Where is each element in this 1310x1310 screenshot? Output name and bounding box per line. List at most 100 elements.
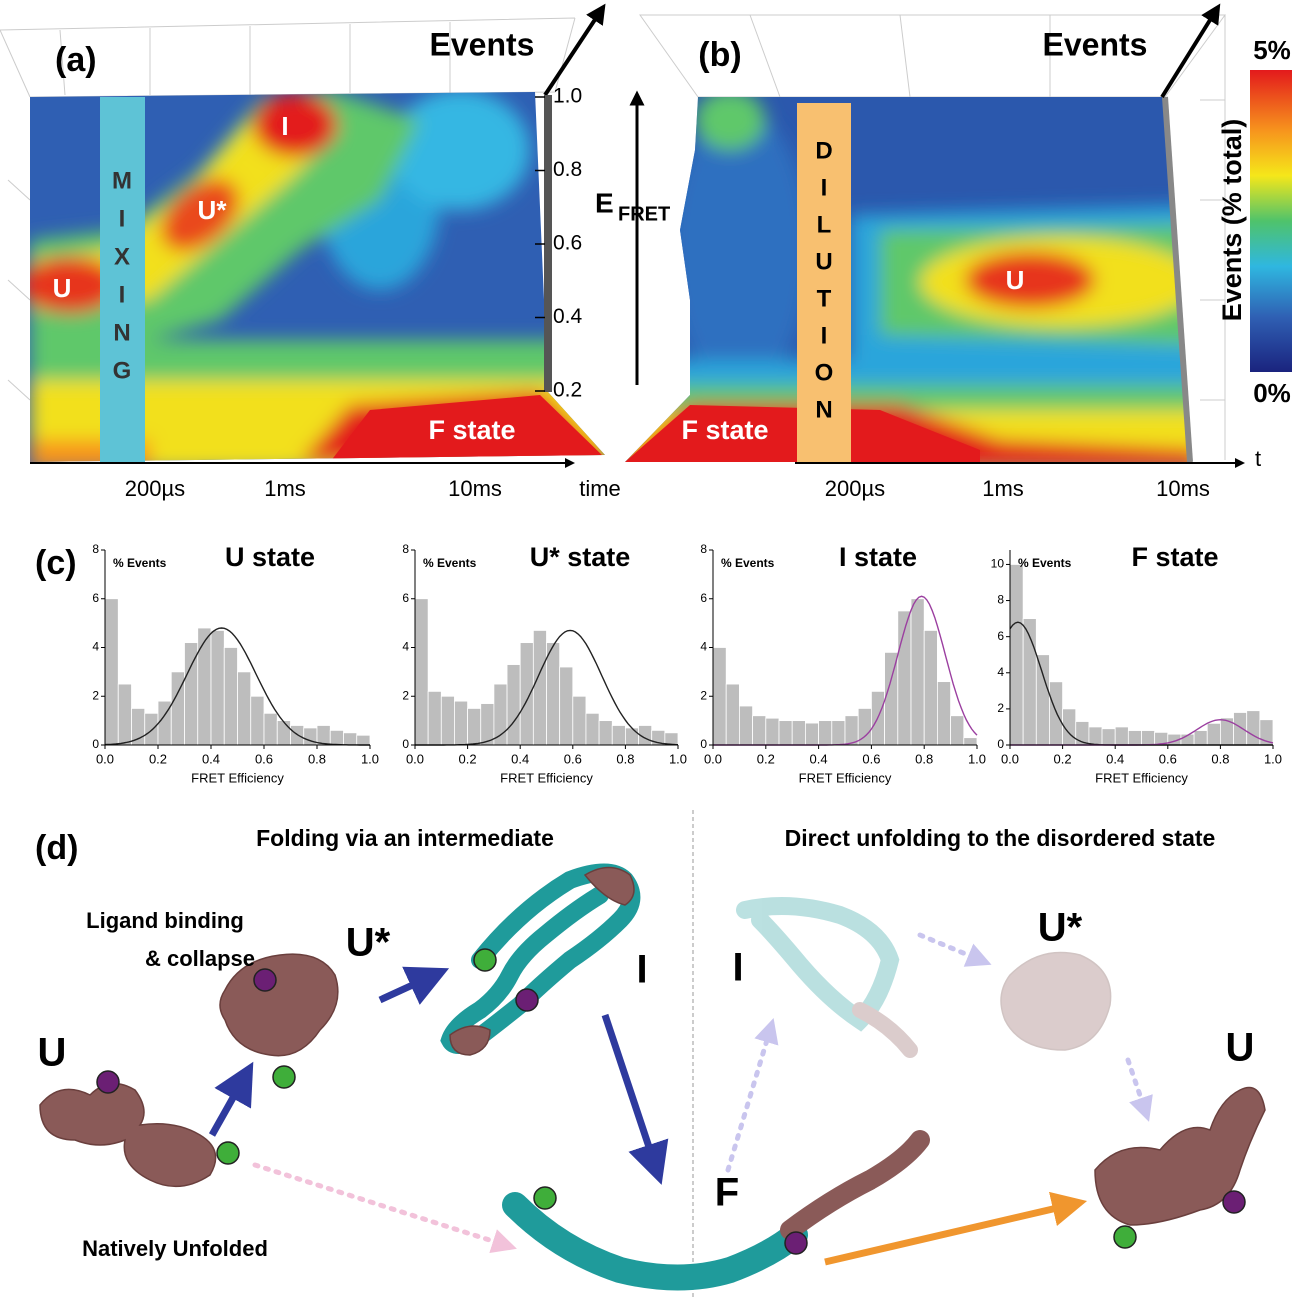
state-label: I: [281, 111, 288, 141]
events-arrow: [1160, 3, 1221, 99]
bar: [791, 720, 806, 746]
y-tick-label: 10: [991, 557, 1005, 571]
step-label: Ligand binding: [86, 908, 244, 933]
time-tick: 10ms: [1156, 476, 1210, 501]
state-label: U: [53, 273, 72, 303]
x-tick-label: 0.8: [1211, 751, 1229, 766]
y-tick-label: 2: [997, 701, 1004, 715]
bar: [765, 717, 780, 746]
bar: [1049, 681, 1063, 746]
bar: [963, 737, 978, 746]
bar: [598, 720, 613, 746]
chart-title: I state: [839, 542, 917, 572]
bar: [1088, 726, 1103, 746]
x-tick-label: 0.2: [149, 751, 167, 766]
bar: [104, 598, 119, 746]
bar: [440, 695, 455, 746]
state-label: F state: [681, 415, 768, 445]
x-tick-label: 0.6: [564, 751, 582, 766]
band-letter: D: [815, 137, 832, 164]
x-tick-label: 0.0: [406, 751, 424, 766]
fluorophores: [96, 948, 1246, 1255]
heatmap-a: [30, 92, 605, 462]
x-tick-label: 0.8: [616, 751, 634, 766]
bar: [910, 598, 925, 746]
state-label: I: [636, 948, 647, 992]
y-tick-label: 2: [92, 688, 99, 702]
y-axis-label: % Events: [113, 556, 167, 570]
band-letter: N: [815, 396, 832, 423]
y-tick-label: 8: [402, 542, 409, 556]
histograms: 0 2 4 6 8 0.0 0.2 0.4 0.6 0.8 1.0 FRET Efficiency % …: [92, 542, 1282, 785]
bar: [778, 720, 793, 746]
bar: [356, 734, 371, 746]
y-tick-label: 8: [92, 542, 99, 556]
colorbar-title: Events (% total): [1217, 119, 1247, 322]
x-axis-label: FRET Efficiency: [799, 770, 892, 785]
bar: [329, 729, 344, 746]
x-axis-label: FRET Efficiency: [1095, 770, 1188, 785]
bar: [237, 671, 252, 746]
scheme-title: Direct unfolding to the disordered state: [785, 825, 1216, 851]
tick-label: 0.2: [553, 379, 582, 402]
bar: [250, 695, 265, 746]
bar: [739, 705, 754, 746]
bar: [844, 715, 859, 746]
x-tick-label: 0.6: [255, 751, 273, 766]
x-tick-label: 0.4: [810, 751, 828, 766]
x-tick-label: 0.0: [1001, 751, 1019, 766]
band-letter: N: [113, 319, 130, 346]
bar: [532, 630, 547, 746]
bar: [506, 664, 521, 746]
band-letter: T: [817, 285, 832, 312]
bar: [343, 732, 358, 746]
bar: [1206, 722, 1221, 746]
bar: [427, 690, 442, 746]
bar: [559, 666, 574, 746]
arrows: [208, 932, 1153, 1266]
state-label: U: [1226, 1026, 1255, 1070]
tick-label: 1.0: [553, 85, 582, 108]
caption: Natively Unfolded: [82, 1236, 268, 1261]
bar: [546, 642, 561, 746]
axis-title: Events: [1043, 26, 1148, 62]
state-label: I: [732, 946, 743, 990]
bar: [117, 683, 132, 746]
x-tick-label: 0.6: [862, 751, 880, 766]
y-tick-label: 0: [997, 737, 1004, 751]
step-label: & collapse: [145, 946, 255, 971]
y-axis-label: % Events: [423, 556, 477, 570]
bar: [585, 712, 600, 746]
bar: [1246, 710, 1261, 746]
x-tick-label: 0.8: [915, 751, 933, 766]
axis-wall: [1162, 96, 1193, 463]
panel-label: (d): [35, 829, 78, 867]
time-tick: 200µs: [125, 476, 185, 501]
bar: [923, 630, 938, 746]
events-arrow: [543, 3, 606, 97]
chart-title: F state: [1131, 542, 1218, 572]
panel-label: (b): [698, 36, 741, 74]
state-label: F state: [428, 415, 515, 445]
bar: [950, 715, 965, 746]
bar: [725, 683, 740, 746]
time-tick: 1ms: [982, 476, 1024, 501]
bar: [263, 712, 278, 746]
bar: [467, 708, 482, 746]
bar: [611, 725, 626, 746]
bar: [1009, 564, 1024, 746]
efret-ticks: 1.0 0.8 0.6 0.4 0.2: [535, 85, 583, 402]
y-tick-label: 2: [700, 688, 707, 702]
y-tick-label: 2: [402, 688, 409, 702]
band-letter: M: [112, 167, 132, 194]
time-tick: 10ms: [448, 476, 502, 501]
y-tick-label: 6: [92, 591, 99, 605]
y-tick-label: 0: [92, 737, 99, 751]
band-letter: X: [114, 243, 130, 270]
band-letter: I: [119, 205, 126, 232]
bar: [1035, 654, 1050, 746]
x-tick-label: 0.6: [1159, 751, 1177, 766]
y-tick-label: 8: [997, 593, 1004, 607]
x-tick-label: 0.8: [308, 751, 326, 766]
x-tick-label: 1.0: [968, 751, 986, 766]
